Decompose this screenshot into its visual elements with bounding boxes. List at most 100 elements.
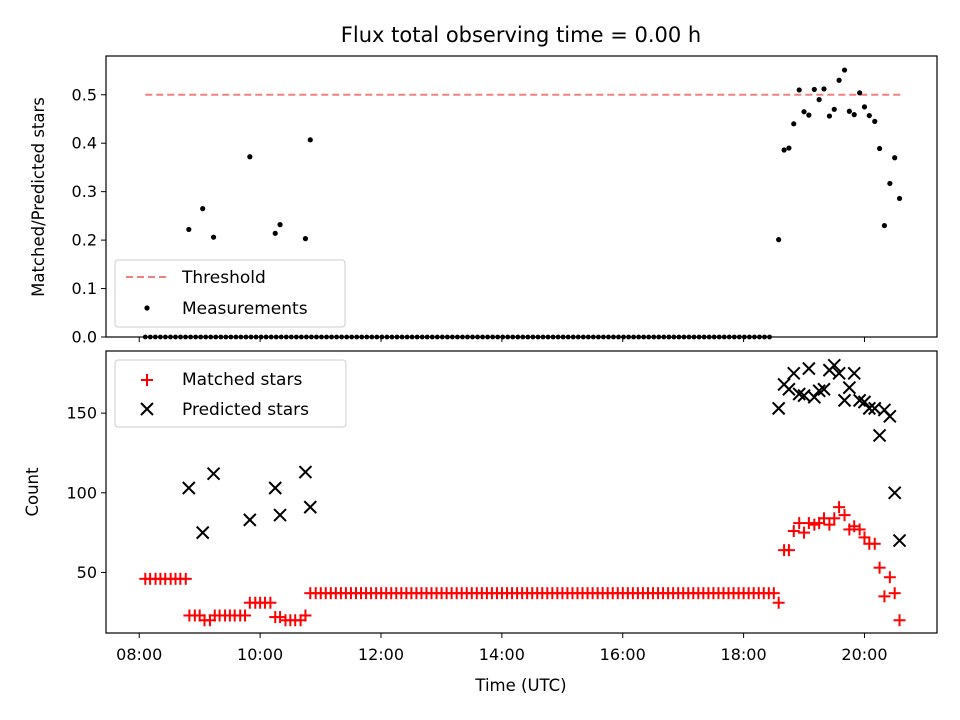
bottom-y-tick-label: 150 bbox=[66, 404, 97, 423]
top-y-tick-label: 0.3 bbox=[72, 182, 97, 201]
predicted-point-b bbox=[872, 428, 887, 443]
predicted-point-b bbox=[862, 401, 877, 416]
measurement-point bbox=[263, 334, 269, 340]
legend-matched-swatch bbox=[141, 374, 153, 386]
measurement-point bbox=[444, 334, 450, 340]
measurement-point bbox=[585, 334, 591, 340]
measurement-point bbox=[741, 334, 747, 340]
measurement-point bbox=[846, 108, 852, 114]
predicted-point-b bbox=[802, 361, 816, 376]
measurement-point bbox=[384, 334, 390, 340]
measurement-point bbox=[676, 334, 682, 340]
measurement-point bbox=[752, 334, 757, 340]
measurement-point bbox=[540, 334, 546, 340]
measurement-point bbox=[595, 334, 601, 340]
x-tick-label: 10:00 bbox=[237, 645, 283, 664]
x-tick-label: 20:00 bbox=[841, 645, 887, 664]
bottom-legend: Matched stars Predicted stars bbox=[114, 359, 347, 428]
top-panel: Flux total observing time = 0.00 h 0.0 0.… bbox=[29, 23, 938, 347]
measurement-point bbox=[183, 334, 188, 340]
measurement-point bbox=[821, 86, 827, 92]
measurement-point bbox=[570, 334, 576, 340]
top-y-tick-label: 0.2 bbox=[72, 231, 97, 250]
matched-point bbox=[179, 572, 192, 585]
legend-matched-label: Matched stars bbox=[182, 370, 302, 390]
measurement-point bbox=[736, 334, 742, 340]
matched-point bbox=[888, 587, 901, 600]
predicted-point bbox=[792, 387, 806, 401]
measurement-point bbox=[253, 334, 259, 340]
measurement-point bbox=[359, 334, 365, 340]
measurement-point bbox=[545, 334, 551, 340]
legend-measurements-swatch bbox=[144, 305, 150, 311]
measurement-point bbox=[671, 334, 677, 340]
measurement-point bbox=[233, 334, 239, 340]
measurement-point bbox=[460, 334, 465, 340]
measurement-point bbox=[354, 334, 360, 340]
measurement-point bbox=[866, 112, 872, 119]
measurement-point bbox=[344, 334, 350, 340]
measurement-point bbox=[404, 334, 410, 340]
measurement-point bbox=[173, 334, 178, 340]
measurement-point bbox=[278, 334, 284, 340]
measurement-point bbox=[826, 113, 833, 119]
matched-point bbox=[823, 518, 836, 531]
top-y-axis: 0.0 0.1 0.2 0.3 0.4 0.5 bbox=[72, 85, 106, 347]
measurement-point bbox=[791, 121, 797, 127]
measurement-point bbox=[731, 334, 737, 340]
measurement-point bbox=[801, 109, 807, 115]
measurement-point bbox=[434, 334, 440, 340]
measurement-point bbox=[208, 334, 214, 340]
top-y-tick-label: 0.0 bbox=[72, 328, 97, 347]
measurement-point bbox=[681, 334, 687, 340]
measurement-point bbox=[324, 334, 329, 340]
measurement-point bbox=[389, 334, 395, 340]
predicted-point bbox=[303, 500, 317, 514]
measurement-point bbox=[716, 334, 722, 340]
predicted-point bbox=[847, 366, 861, 381]
predicted-point bbox=[802, 361, 816, 376]
predicted-point bbox=[807, 390, 822, 404]
predicted-point bbox=[787, 366, 801, 381]
matched-point bbox=[772, 596, 785, 609]
predicted-point-b bbox=[195, 525, 210, 540]
predicted-point bbox=[812, 384, 826, 398]
predicted-point bbox=[782, 382, 796, 396]
measurement-point bbox=[721, 334, 727, 340]
measurement-point bbox=[414, 334, 420, 340]
predicted-point-b bbox=[857, 395, 872, 409]
measurement-point bbox=[580, 334, 586, 340]
predicted-point bbox=[892, 533, 907, 548]
measurement-point bbox=[329, 334, 334, 340]
measurement-point bbox=[243, 334, 249, 340]
matched-point bbox=[878, 590, 891, 603]
predicted-point-b bbox=[883, 409, 897, 424]
measurement-point bbox=[293, 334, 299, 340]
measurement-point bbox=[188, 334, 193, 340]
measurement-point bbox=[157, 334, 163, 340]
chart-title: Flux total observing time = 0.00 h bbox=[341, 23, 701, 47]
measurement-point bbox=[272, 230, 278, 236]
bottom-panel: 50 100 150 08:00 10:00 12:00 14:00 16:00 18:00 2… bbox=[23, 350, 938, 695]
matched-point bbox=[782, 544, 795, 557]
measurement-point bbox=[186, 226, 192, 233]
matched-point bbox=[299, 609, 312, 622]
x-tick-label: 08:00 bbox=[116, 645, 162, 664]
x-tick-label: 12:00 bbox=[358, 645, 404, 664]
predicted-point-b bbox=[832, 366, 846, 381]
measurement-point bbox=[876, 145, 883, 152]
measurement-point bbox=[374, 334, 380, 340]
matched-point bbox=[802, 517, 815, 530]
measurement-point bbox=[409, 334, 415, 340]
predicted-point bbox=[182, 481, 196, 495]
measurement-point bbox=[661, 334, 667, 340]
matched-point bbox=[838, 509, 851, 522]
measurement-point bbox=[560, 334, 566, 340]
measurement-point bbox=[636, 334, 642, 340]
matched-point bbox=[239, 609, 252, 622]
measurement-point bbox=[439, 334, 445, 340]
measurement-point bbox=[455, 334, 460, 340]
bottom-legend-frame bbox=[114, 359, 347, 428]
measurement-point bbox=[767, 334, 772, 340]
